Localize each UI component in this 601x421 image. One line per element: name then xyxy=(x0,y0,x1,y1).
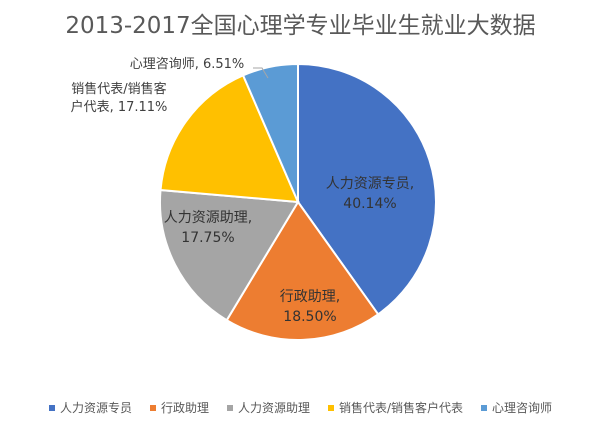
slice-label-line: 40.14% xyxy=(343,196,396,212)
legend-item: 心理咨询师 xyxy=(481,399,552,416)
pie-slice-1 xyxy=(297,62,437,316)
legend-swatch xyxy=(48,404,55,411)
slice-label-line: 17.75% xyxy=(181,230,234,246)
slice-label-1: 人力资源专员, 40.14% xyxy=(326,176,414,212)
legend-swatch xyxy=(149,404,156,411)
pie-slice-3 xyxy=(159,188,300,322)
pie-chart: 人力资源专员, 40.14% 行政助理, 18.50% 人力资源助理, 17.75% 销售代… xyxy=(71,57,437,341)
legend-item: 行政助理 xyxy=(149,399,209,416)
legend-swatch xyxy=(481,404,488,411)
legend-item: 销售代表/销售客户代表 xyxy=(327,399,464,416)
legend-label: 人力资源助理 xyxy=(237,401,310,415)
chart-title: 2013-2017全国心理学专业毕业生就业大数据 xyxy=(65,13,536,39)
slice-label-2: 行政助理, 18.50% xyxy=(280,289,340,325)
legend-label: 销售代表/销售客户代表 xyxy=(338,401,464,415)
slice-label-line: 行政助理, xyxy=(280,289,340,305)
legend-item: 人力资源专员 xyxy=(48,399,132,416)
pie-slice-5 xyxy=(241,62,299,203)
slice-label-line: 人力资源助理, xyxy=(164,210,252,226)
slice-label-line: 人力资源专员, xyxy=(326,176,414,192)
leader-line xyxy=(253,67,269,79)
pie-slice-4 xyxy=(159,74,300,204)
slice-label-4: 销售代表/销售客户代表, 17.11% xyxy=(71,81,168,115)
legend-label: 心理咨询师 xyxy=(492,401,553,415)
pie-slice-2 xyxy=(225,200,380,341)
slice-label-line: 18.50% xyxy=(283,309,336,325)
legend: 人力资源专员 行政助理 人力资源助理 销售代表/销售客户代表 心理咨询师 xyxy=(0,399,601,416)
slice-label-line: 户代表, 17.11% xyxy=(71,99,168,115)
slice-label-line: 心理咨询师, 6.51% xyxy=(130,57,245,72)
legend-swatch xyxy=(327,404,334,411)
legend-label: 人力资源专员 xyxy=(59,401,132,415)
legend-label: 行政助理 xyxy=(160,401,209,415)
legend-swatch xyxy=(226,404,233,411)
slice-label-line: 销售代表/销售客 xyxy=(71,81,166,97)
legend-item: 人力资源助理 xyxy=(226,399,310,416)
slice-label-3: 人力资源助理, 17.75% xyxy=(164,210,252,246)
slice-label-5: 心理咨询师, 6.51% xyxy=(130,57,245,72)
